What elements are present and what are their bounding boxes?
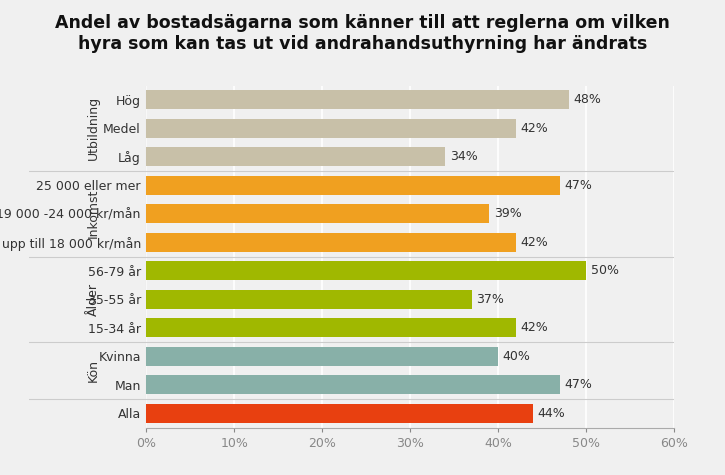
Text: 42%: 42% [521, 236, 548, 249]
Bar [146, 176, 560, 195]
Text: 37%: 37% [476, 293, 504, 306]
Text: 50%: 50% [591, 264, 618, 277]
Bar [146, 233, 516, 252]
Text: Kön: Kön [87, 359, 100, 382]
Bar [146, 147, 445, 166]
Bar [146, 90, 568, 109]
Text: Inkomst: Inkomst [87, 189, 100, 238]
Bar [146, 204, 489, 223]
Bar [146, 290, 472, 309]
Text: Andel av bostadsägarna som känner till att reglerna om vilken
hyra som kan tas u: Andel av bostadsägarna som känner till a… [55, 14, 670, 53]
Text: Utbildning: Utbildning [87, 96, 100, 161]
Bar [146, 404, 534, 423]
Bar [146, 375, 560, 394]
Bar [146, 119, 516, 138]
Text: Ålder: Ålder [87, 283, 100, 316]
Bar [146, 319, 516, 337]
Text: 42%: 42% [521, 122, 548, 135]
Text: 40%: 40% [502, 350, 531, 363]
Bar [146, 347, 498, 366]
Text: 47%: 47% [564, 179, 592, 192]
Text: 44%: 44% [538, 407, 566, 420]
Text: 42%: 42% [521, 321, 548, 334]
Text: 48%: 48% [573, 93, 601, 106]
Bar [146, 261, 587, 280]
Text: 47%: 47% [564, 378, 592, 391]
Text: 34%: 34% [450, 150, 478, 163]
Text: 39%: 39% [494, 207, 521, 220]
